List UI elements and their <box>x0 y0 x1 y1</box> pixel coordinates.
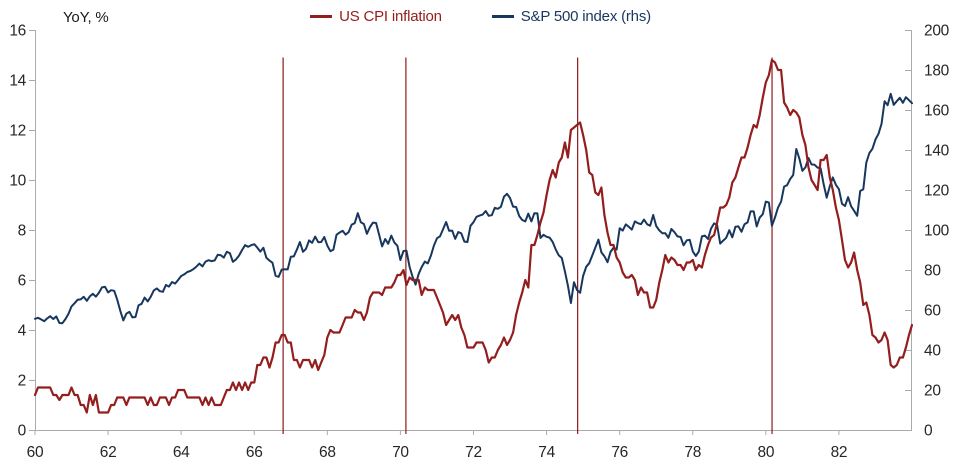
right-axis-tick-label: 140 <box>924 143 950 160</box>
x-axis-tick-label: 68 <box>319 444 336 461</box>
right-axis-tick-label: 60 <box>924 303 941 320</box>
sp500-line <box>34 92 913 325</box>
right-axis-tick-label: 200 <box>924 23 950 40</box>
x-axis-tick-label: 80 <box>758 444 775 461</box>
right-axis-tick-label: 80 <box>924 263 941 280</box>
left-axis-tick-label: 14 <box>9 73 26 90</box>
event-lines <box>282 57 773 434</box>
right-axis-tick-label: 40 <box>924 343 941 360</box>
x-axis-tick-label: 76 <box>611 444 628 461</box>
x-axis-tick-label: 82 <box>831 444 848 461</box>
axes <box>35 30 912 431</box>
right-axis-tick-label: 100 <box>924 223 950 240</box>
tick-marks <box>29 30 912 435</box>
left-axis-tick-label: 10 <box>9 173 26 190</box>
x-axis-tick-label: 60 <box>27 444 44 461</box>
x-axis-tick-label: 66 <box>246 444 263 461</box>
x-axis-tick-label: 62 <box>100 444 117 461</box>
left-axis-tick-label: 16 <box>9 23 26 40</box>
left-axis-tick-label: 2 <box>18 373 26 390</box>
left-axis-tick-label: 8 <box>18 223 26 240</box>
left-axis-tick-label: 0 <box>18 423 27 440</box>
right-axis-tick-label: 20 <box>924 383 941 400</box>
right-axis-tick-label: 120 <box>924 183 950 200</box>
left-axis-tick-label: 6 <box>18 273 26 290</box>
right-axis-tick-label: 160 <box>924 103 950 120</box>
left-axis-title: YoY, % <box>63 9 109 26</box>
x-axis-tick-label: 78 <box>684 444 701 461</box>
right-axis-tick-label: 0 <box>924 423 933 440</box>
left-axis-tick-label: 12 <box>9 123 26 140</box>
cpi-line <box>33 58 914 414</box>
right-axis-tick-label: 180 <box>924 63 950 80</box>
tick-labels: 0246810121416020406080100120140160180200… <box>9 23 950 462</box>
x-axis-tick-label: 72 <box>465 444 482 461</box>
x-axis-tick-label: 70 <box>392 444 409 461</box>
left-axis-tick-label: 4 <box>18 323 27 340</box>
x-axis-tick-label: 74 <box>538 444 555 461</box>
x-axis-tick-label: 64 <box>173 444 190 461</box>
